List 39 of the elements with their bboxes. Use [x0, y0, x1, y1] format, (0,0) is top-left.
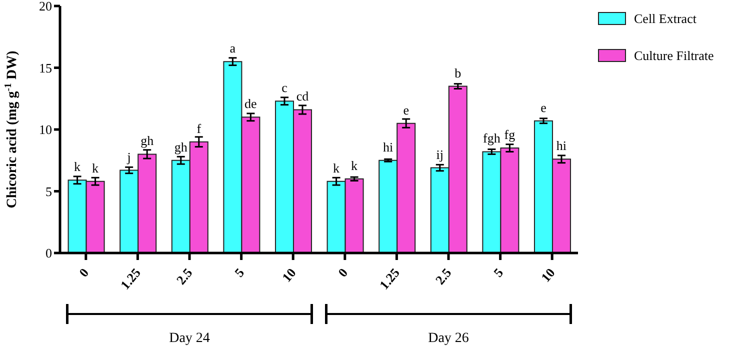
x-tick-label: 0	[76, 265, 92, 280]
x-tick-label: 10	[279, 265, 299, 285]
data-label: fgh	[483, 130, 501, 146]
data-label: k	[74, 159, 82, 174]
x-tick-label: 5	[231, 264, 248, 280]
data-label: c	[282, 80, 288, 96]
data-label: ij	[436, 146, 444, 162]
data-label: k	[351, 158, 358, 173]
data-label: gh	[140, 133, 154, 148]
x-tick-label: 10	[538, 265, 558, 285]
x-tick-label: 2.5	[432, 264, 455, 288]
data-label: e	[540, 100, 547, 115]
x-tick-label: 1.25	[117, 264, 144, 292]
text: Day 26	[428, 331, 469, 346]
data-label: e	[403, 102, 410, 118]
y-tick-label: 20	[39, 0, 52, 14]
y-tick-label: 5	[46, 184, 52, 199]
data-label: de	[244, 96, 258, 112]
y-tick-label: 15	[39, 60, 52, 76]
data-label: b	[454, 65, 462, 80]
y-tick-label: 10	[39, 122, 52, 138]
data-label: k	[92, 160, 100, 176]
data-label: hi	[556, 138, 567, 154]
x-tick-label: 1.25	[376, 264, 403, 292]
x-tick-label: 0	[334, 265, 351, 280]
data-label: f	[196, 120, 202, 136]
legend-label: Cell Extract	[634, 10, 696, 26]
legend-label: Culture Filtrate	[634, 48, 714, 64]
data-label: gh	[174, 139, 188, 154]
data-label: hi	[383, 139, 394, 154]
x-tick-label: 5	[490, 264, 506, 280]
data-label: fg	[504, 127, 516, 142]
data-label: a	[230, 40, 236, 56]
data-label: j	[126, 149, 131, 164]
data-label: cd	[296, 88, 310, 104]
text: Day 24	[169, 331, 210, 346]
y-tick-label: 0	[46, 246, 52, 261]
x-tick-label: 2.5	[173, 264, 196, 288]
data-label: k	[333, 160, 340, 176]
